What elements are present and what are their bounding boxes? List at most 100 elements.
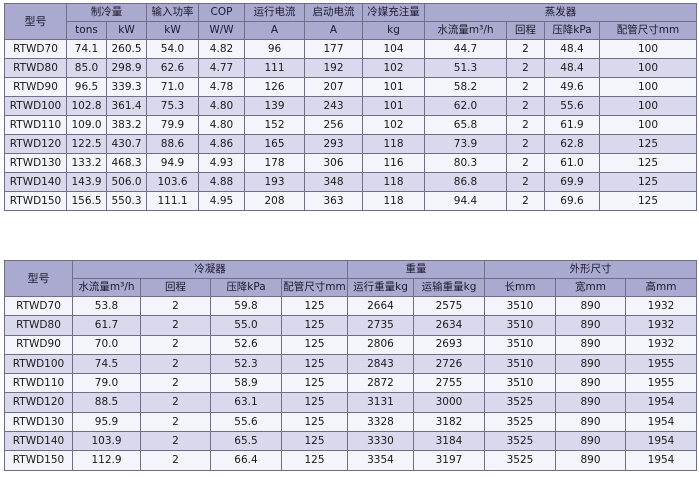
model-cell: RTWD150 — [4, 191, 67, 211]
table-cell: 1954 — [624, 450, 698, 471]
table-cell: 63.1 — [210, 392, 282, 413]
table-cell: 111 — [244, 58, 305, 78]
table-cell: 890 — [555, 450, 626, 471]
subheader-kw: kW — [106, 21, 147, 40]
model-cell: RTWD110 — [4, 373, 73, 394]
header-model: 型号 — [4, 260, 73, 297]
table-cell: 101 — [362, 96, 425, 116]
table-cell: 52.6 — [210, 334, 282, 355]
table-cell: 125 — [281, 431, 348, 452]
table-cell: 133.2 — [66, 153, 107, 173]
table-cell: 55.0 — [210, 315, 282, 336]
table-cell: 116 — [362, 153, 425, 173]
table-cell: 178 — [244, 153, 305, 173]
table-cell: 48.4 — [544, 39, 600, 59]
table-cell: 101 — [362, 77, 425, 97]
table-cell: 2872 — [347, 373, 414, 394]
table-cell: 102 — [362, 115, 425, 135]
table-cell: 2 — [506, 115, 545, 135]
model-cell: RTWD100 — [4, 96, 67, 116]
table-cell: 4.93 — [198, 153, 245, 173]
table-cell: 100 — [599, 77, 697, 97]
table-cell: 125 — [281, 353, 348, 375]
table-cell: 3182 — [413, 411, 485, 433]
model-cell: RTWD120 — [4, 392, 73, 413]
table-cell: 66.4 — [210, 450, 282, 471]
model-cell: RTWD150 — [4, 450, 73, 471]
table-cell: 143.9 — [66, 172, 107, 192]
subheader-cop-unit: W/W — [198, 21, 245, 40]
table-cell: 62.8 — [544, 134, 600, 154]
table-cell: 69.9 — [544, 172, 600, 192]
table-cell: 111.1 — [146, 191, 199, 211]
model-cell: RTWD140 — [4, 431, 73, 452]
table-cell: 94.9 — [146, 153, 199, 173]
header-running-current: 运行电流 — [244, 3, 305, 22]
table-row: RTWD110 79.0 2 58.9 125 2872 2755 3510 890 1955 — [4, 373, 698, 394]
table-cell: 88.6 — [146, 134, 199, 154]
model-cell: RTWD140 — [4, 172, 67, 192]
subheader-run-a: A — [244, 21, 305, 40]
table-cell: 2 — [506, 58, 545, 78]
table-cell: 348 — [304, 172, 363, 192]
header-evaporator: 蒸发器 — [424, 3, 697, 22]
table-cell: 54.0 — [146, 39, 199, 59]
table-cell: 2735 — [347, 315, 414, 336]
table-cell: 383.2 — [106, 115, 147, 135]
table-cell: 1955 — [624, 373, 698, 394]
table-cell: 2755 — [413, 373, 485, 394]
table-cell: 126 — [244, 77, 305, 97]
table-row: RTWD80 61.7 2 55.0 125 2735 2634 3510 890 1932 — [4, 315, 698, 336]
table-cell: 243 — [304, 96, 363, 116]
table-cell: 1932 — [624, 315, 698, 336]
model-cell: RTWD70 — [4, 39, 67, 59]
table-cell: 103.6 — [146, 172, 199, 192]
table-cell: 2 — [506, 96, 545, 116]
table-cell: 48.4 — [544, 58, 600, 78]
table-cell: 1954 — [624, 431, 698, 452]
subheader-shipping-weight: 运输重量kg — [413, 278, 485, 297]
table-cell: 2 — [140, 450, 211, 471]
table-cell: 53.8 — [72, 295, 141, 317]
table-cell: 2 — [140, 411, 211, 433]
table-cell: 2 — [506, 39, 545, 59]
table-cell: 125 — [281, 411, 348, 433]
table-cell: 1932 — [624, 295, 698, 317]
model-cell: RTWD90 — [4, 77, 67, 97]
table-cell: 109.0 — [66, 115, 107, 135]
table-cell: 69.6 — [544, 191, 600, 211]
table-cell: 65.8 — [424, 115, 507, 135]
table-cell: 100 — [599, 58, 697, 78]
table-cell: 298.9 — [106, 58, 147, 78]
table-cell: 2843 — [347, 353, 414, 375]
table-cell: 73.9 — [424, 134, 507, 154]
condenser-weight-dimension-rows: RTWD70 53.8 2 59.8 125 2664 2575 3510 890 1932 RTW… — [4, 295, 698, 471]
table-cell: 890 — [555, 315, 626, 336]
table-cell: 51.3 — [424, 58, 507, 78]
table-cell: 118 — [362, 134, 425, 154]
table-cell: 71.0 — [146, 77, 199, 97]
table-cell: 2664 — [347, 295, 414, 317]
chiller-performance-table: 型号 制冷量 输入功率 COP 运行电流 启动电流 冷媒充注量 蒸发器 tons… — [4, 3, 697, 211]
table-row: RTWD100 74.5 2 52.3 125 2843 2726 3510 890 1955 — [4, 353, 698, 375]
header-starting-current: 启动电流 — [304, 3, 363, 22]
table-cell: 125 — [599, 172, 697, 192]
subheader-passes: 回程 — [140, 278, 211, 297]
table-cell: 58.9 — [210, 373, 282, 394]
table-cell: 2575 — [413, 295, 485, 317]
table-cell: 890 — [555, 353, 626, 375]
table-cell: 2 — [140, 295, 211, 317]
table-cell: 2 — [140, 353, 211, 375]
subheader-width: 宽mm — [555, 278, 626, 297]
table-cell: 339.3 — [106, 77, 147, 97]
table-cell: 125 — [281, 295, 348, 317]
table-cell: 890 — [555, 431, 626, 452]
model-cell: RTWD100 — [4, 353, 73, 375]
table-cell: 2693 — [413, 334, 485, 355]
table-cell: 1954 — [624, 411, 698, 433]
table-cell: 177 — [304, 39, 363, 59]
table-cell: 112.9 — [72, 450, 141, 471]
table-cell: 86.8 — [424, 172, 507, 192]
table-cell: 79.0 — [72, 373, 141, 394]
table-cell: 363 — [304, 191, 363, 211]
